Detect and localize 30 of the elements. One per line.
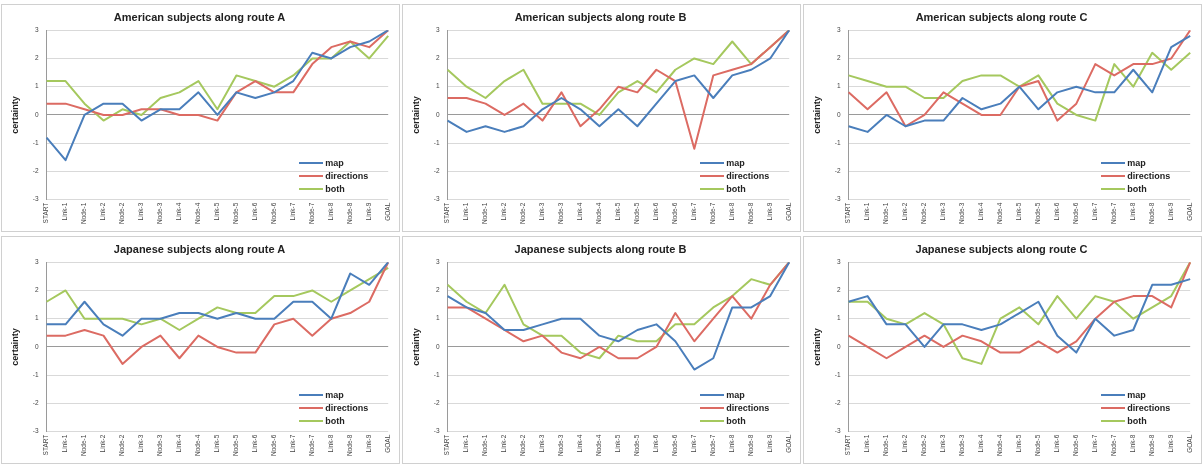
legend-label: directions	[1127, 169, 1171, 183]
chart-title: American subjects along route C	[915, 10, 1088, 23]
legend-label: map	[325, 156, 344, 170]
chart-title: American subjects along route A	[113, 10, 286, 23]
legend-label: directions	[726, 401, 770, 415]
y-axis-title: certainty	[410, 328, 421, 366]
chart-title: Japanese subjects along route B	[514, 242, 687, 255]
y-axis-title: certainty	[811, 328, 822, 366]
legend-label: both	[1127, 182, 1147, 196]
y-axis-title: certainty	[410, 96, 421, 134]
chart-title: American subjects along route B	[514, 10, 687, 23]
legend-label: map	[1127, 156, 1146, 170]
legend-label: map	[726, 156, 745, 170]
legend-label: map	[1127, 388, 1146, 402]
y-axis-title: certainty	[9, 96, 20, 134]
legend-label: both	[325, 182, 345, 196]
legend-label: both	[726, 182, 746, 196]
legend-label: directions	[325, 169, 369, 183]
legend-label: both	[1127, 414, 1147, 428]
legend-label: directions	[1127, 401, 1171, 415]
y-axis-title: certainty	[9, 328, 20, 366]
legend-label: map	[325, 388, 344, 402]
legend-label: directions	[726, 169, 770, 183]
chart-title: Japanese subjects along route A	[113, 242, 286, 255]
legend-label: map	[726, 388, 745, 402]
chart-title: Japanese subjects along route C	[915, 242, 1088, 255]
legend-label: both	[325, 414, 345, 428]
y-axis-title: certainty	[811, 96, 822, 134]
legend-label: directions	[325, 401, 369, 415]
legend-label: both	[726, 414, 746, 428]
